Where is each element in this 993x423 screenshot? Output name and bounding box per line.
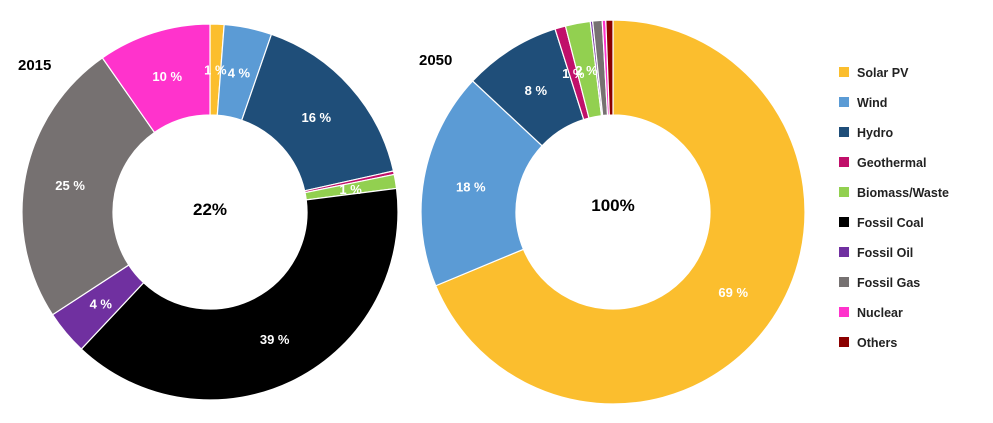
data-label-hydro-2050: 8 %: [525, 83, 548, 98]
legend-swatch-biomass-waste: [839, 187, 849, 197]
legend-swatch-nuclear: [839, 307, 849, 317]
data-label-geothermal-2050: 1 %: [562, 66, 585, 81]
legend-swatch-wind: [839, 97, 849, 107]
legend-swatch-others: [839, 337, 849, 347]
legend-swatch-fossil-coal: [839, 217, 849, 227]
slice-labels-2050: 69 % 18 % 8 % 1 %2 %: [456, 63, 748, 300]
slice-fossil-gas-2015: [21, 57, 156, 316]
slices-2050: [420, 19, 806, 405]
data-label-fossil-gas-2015: 25 %: [55, 178, 85, 193]
data-label-solar-pv-2015: 1 %: [204, 63, 227, 78]
legend-label-biomass-waste: Biomass/Waste: [857, 186, 949, 200]
slice-solar-pv-2050: [434, 19, 806, 405]
legend: Solar PV Wind Hydro Geothermal Biomass/Waste…: [839, 66, 949, 350]
chart-title-2015: 2015: [18, 57, 51, 74]
slice-fossil-coal-2015: [80, 187, 399, 401]
legend-label-fossil-coal: Fossil Coal: [857, 216, 924, 230]
data-label-solar-pv-2050: 69 %: [718, 285, 748, 300]
data-label-fossil-oil-2015: 4 %: [90, 297, 113, 312]
legend-swatch-fossil-oil: [839, 247, 849, 257]
legend-label-hydro: Hydro: [857, 126, 893, 140]
slice-nuclear-2015: [101, 23, 211, 134]
legend-label-solar-pv: Solar PV: [857, 66, 909, 80]
legend-label-wind: Wind: [857, 96, 887, 110]
legend-label-fossil-gas: Fossil Gas: [857, 276, 920, 290]
slices-2015: [21, 23, 399, 401]
legend-label-others: Others: [857, 336, 897, 350]
data-label-hydro-2015: 16 %: [301, 110, 331, 125]
data-label-fossil-coal-2015: 39 %: [260, 332, 290, 347]
data-label-wind-2015: 4 %: [228, 65, 251, 80]
legend-swatch-fossil-gas: [839, 277, 849, 287]
slice-wind-2050: [420, 80, 543, 287]
slice-others-2050: [605, 19, 614, 116]
center-label-2015: 22%: [193, 200, 227, 219]
legend-swatch-geothermal: [839, 157, 849, 167]
data-label-nuclear-2015: 10 %: [152, 69, 182, 84]
center-label-2050: 100%: [591, 196, 634, 215]
legend-label-nuclear: Nuclear: [857, 306, 903, 320]
data-label-wind-2050: 18 %: [456, 179, 486, 194]
data-label-biomass-waste-2050: 2 %: [575, 63, 598, 78]
data-label-biomass-waste-2015: 1 %: [339, 182, 362, 197]
donut-chart-2050: 2050 69 % 18 % 8 % 1 %2 % 100%: [419, 19, 806, 405]
legend-label-geothermal: Geothermal: [857, 156, 926, 170]
legend-label-fossil-oil: Fossil Oil: [857, 246, 913, 260]
legend-swatch-solar-pv: [839, 67, 849, 77]
chart-title-2050: 2050: [419, 52, 452, 69]
slice-labels-2015: 1 % 4 %16 %1 %39 %4 %25 %10 %: [55, 63, 362, 347]
legend-swatch-hydro: [839, 127, 849, 137]
donut-chart-2015: 2015 1 % 4 %16 %1 %39 %4 %25 %10 % 22%: [18, 23, 399, 401]
